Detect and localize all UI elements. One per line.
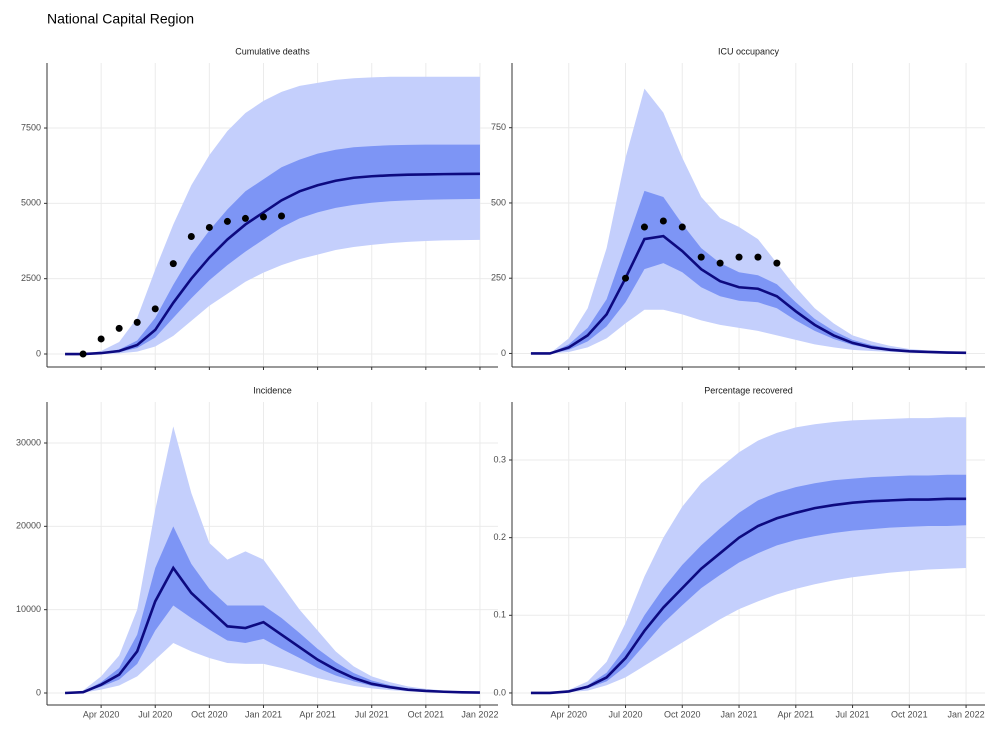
y-tick-label: 7500	[21, 122, 41, 132]
page-title: National Capital Region	[47, 11, 194, 27]
observed-point	[151, 305, 159, 313]
observed-point	[697, 253, 705, 261]
panel-title: ICU occupancy	[718, 46, 780, 56]
observed-point	[259, 213, 267, 221]
median-line	[530, 234, 967, 355]
observed-point	[79, 350, 87, 358]
interval-band	[65, 426, 480, 693]
y-tick-label: 2500	[21, 273, 41, 283]
median-line	[64, 565, 480, 695]
y-tick-label: 5000	[21, 198, 41, 208]
observed-point	[205, 223, 213, 231]
panel-title: Percentage recovered	[704, 385, 793, 395]
x-tick-label: Oct 2021	[891, 709, 928, 719]
panel-title: Incidence	[253, 385, 292, 395]
y-tick-label: 20000	[16, 521, 41, 531]
y-tick-label: 0.3	[493, 454, 506, 464]
x-tick-label: Oct 2020	[664, 709, 701, 719]
x-tick-label: Apr 2020	[550, 709, 587, 719]
interval-band	[65, 144, 480, 355]
x-tick-label: Jan 2022	[461, 709, 498, 719]
y-tick-label: 250	[491, 273, 506, 283]
observed-point	[223, 217, 231, 225]
x-tick-label: Jul 2020	[138, 709, 172, 719]
interval-band	[530, 190, 967, 354]
y-tick-label: 10000	[16, 604, 41, 614]
x-tick-label: Jan 2021	[721, 709, 758, 719]
observed-point	[97, 335, 105, 343]
observed-point	[622, 274, 630, 282]
panel-title: Cumulative deaths	[235, 46, 310, 56]
x-tick-label: Apr 2020	[83, 709, 120, 719]
x-tick-label: Apr 2021	[299, 709, 336, 719]
x-tick-label: Oct 2021	[408, 709, 445, 719]
x-tick-label: Jul 2021	[836, 709, 870, 719]
observed-point	[678, 223, 686, 231]
observed-point	[754, 253, 762, 261]
interval-band	[530, 88, 967, 354]
interval-band	[65, 526, 480, 693]
y-tick-label: 30000	[16, 437, 41, 447]
observed-point	[716, 259, 724, 267]
median-line	[65, 172, 480, 356]
observed-point	[241, 214, 249, 222]
observed-point	[773, 259, 781, 267]
y-tick-label: 0	[36, 348, 41, 358]
x-tick-label: Apr 2021	[778, 709, 815, 719]
observed-point	[278, 212, 286, 220]
observed-point	[115, 324, 123, 332]
y-tick-label: 0.1	[493, 610, 506, 620]
y-tick-label: 750	[491, 122, 506, 132]
y-tick-label: 0	[501, 348, 506, 358]
observed-point	[659, 217, 667, 225]
observed-point	[187, 232, 195, 240]
x-tick-label: Jul 2021	[355, 709, 389, 719]
x-tick-label: Oct 2020	[191, 709, 228, 719]
x-tick-label: Jul 2020	[609, 709, 643, 719]
y-tick-label: 0.0	[493, 687, 506, 697]
y-tick-label: 0	[36, 687, 41, 697]
y-tick-label: 0.2	[493, 532, 506, 542]
x-tick-label: Jan 2022	[948, 709, 985, 719]
y-tick-label: 500	[491, 197, 506, 207]
observed-point	[735, 253, 743, 261]
x-tick-label: Jan 2021	[245, 709, 282, 719]
median-line	[530, 497, 967, 695]
observed-point	[169, 260, 177, 268]
observed-point	[640, 223, 648, 231]
observed-point	[133, 318, 141, 326]
